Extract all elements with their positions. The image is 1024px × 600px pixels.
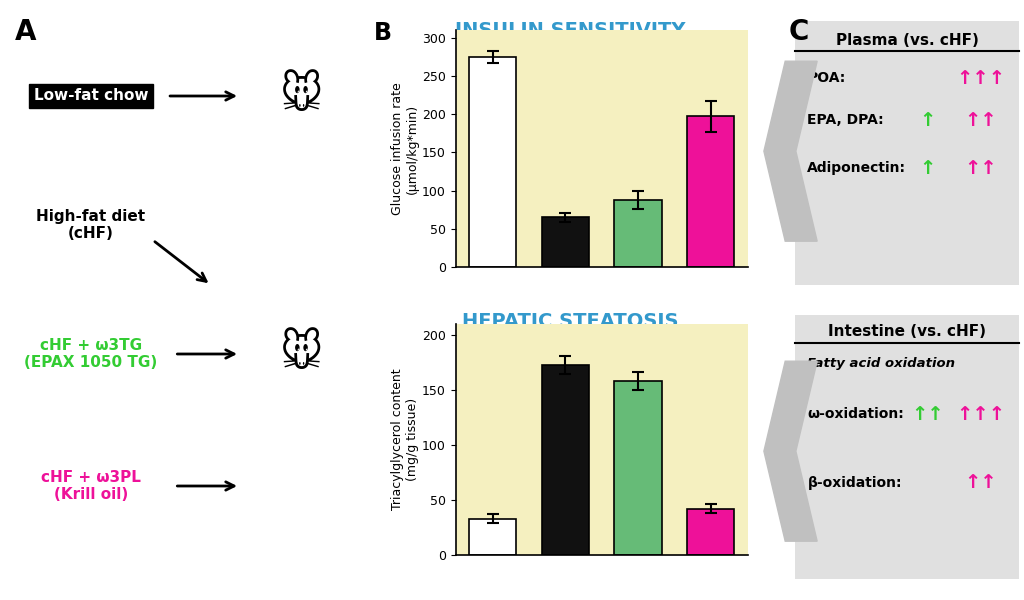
Text: Fatty acid oxidation: Fatty acid oxidation: [807, 356, 955, 370]
Text: B: B: [374, 21, 391, 45]
Text: C: C: [788, 18, 809, 46]
Text: ↑↑: ↑↑: [965, 473, 997, 493]
Text: EPA, DPA:: EPA, DPA:: [807, 113, 884, 127]
Bar: [687, 509, 734, 555]
Text: HEPATIC STEATOSIS: HEPATIC STEATOSIS: [462, 312, 679, 331]
Text: 🐭: 🐭: [280, 333, 324, 375]
Text: Intestine (vs. cHF): Intestine (vs. cHF): [828, 324, 986, 339]
Text: A: A: [14, 18, 36, 46]
Text: ↑↑: ↑↑: [965, 158, 997, 178]
Text: ↑↑↑: ↑↑↑: [956, 68, 1006, 88]
Text: ↑↑: ↑↑: [911, 404, 944, 424]
Text: Plasma (vs. cHF): Plasma (vs. cHF): [836, 33, 979, 48]
Text: ↑↑↑: ↑↑↑: [956, 404, 1006, 424]
Text: Adiponectin:: Adiponectin:: [807, 161, 906, 175]
Text: INSULIN SENSITIVITY: INSULIN SENSITIVITY: [455, 21, 686, 40]
Bar: [469, 518, 516, 555]
Bar: [542, 365, 589, 555]
FancyBboxPatch shape: [796, 21, 1019, 285]
Text: β-oxidation:: β-oxidation:: [807, 476, 902, 490]
Text: ↑: ↑: [920, 158, 936, 178]
Y-axis label: Glucose infusion rate
(μmol/kg*min): Glucose infusion rate (μmol/kg*min): [391, 82, 419, 215]
Y-axis label: Triacylglycerol content
(mg/g tissue): Triacylglycerol content (mg/g tissue): [391, 368, 419, 511]
FancyBboxPatch shape: [796, 315, 1019, 579]
Text: High-fat diet
(cHF): High-fat diet (cHF): [36, 209, 145, 241]
Text: ↑↑: ↑↑: [965, 110, 997, 130]
Text: POA:: POA:: [807, 71, 846, 85]
Bar: [614, 200, 662, 267]
Bar: [542, 217, 589, 267]
Text: ↑: ↑: [920, 110, 936, 130]
Text: cHF + ω3PL
(Krill oil): cHF + ω3PL (Krill oil): [41, 470, 141, 502]
Text: ω-oxidation:: ω-oxidation:: [807, 407, 904, 421]
Bar: [687, 116, 734, 267]
Text: cHF + ω3TG
(EPAX 1050 TG): cHF + ω3TG (EPAX 1050 TG): [25, 338, 158, 370]
Bar: [614, 381, 662, 555]
Text: 🐭: 🐭: [280, 75, 324, 117]
Bar: [469, 57, 516, 267]
Text: Low-fat chow: Low-fat chow: [34, 88, 148, 103]
